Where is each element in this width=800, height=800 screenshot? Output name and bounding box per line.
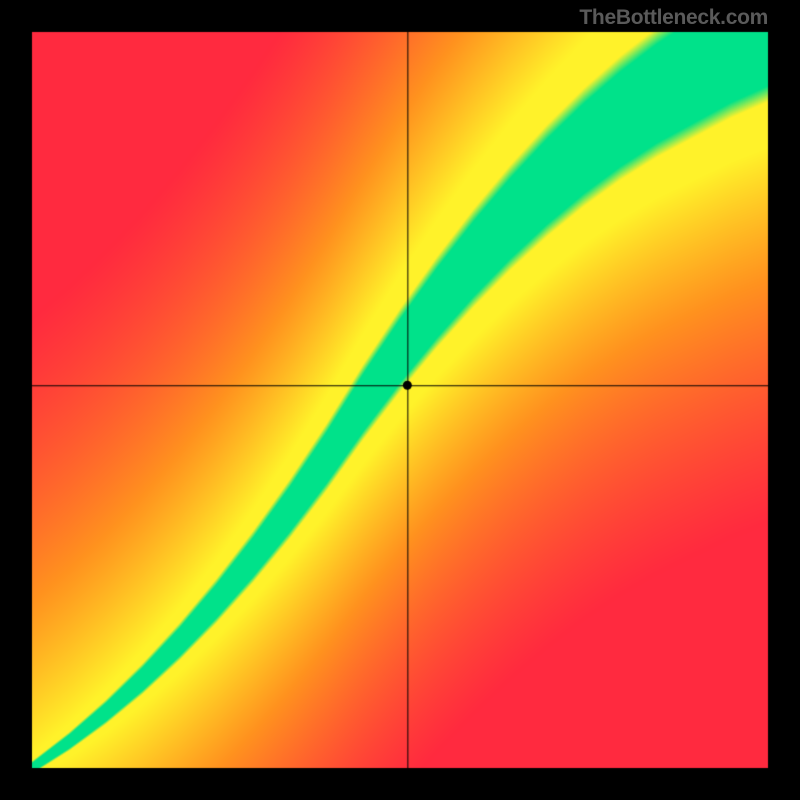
watermark-text: TheBottleneck.com — [579, 6, 768, 30]
bottleneck-heatmap — [0, 0, 800, 800]
chart-container: TheBottleneck.com — [0, 0, 800, 800]
